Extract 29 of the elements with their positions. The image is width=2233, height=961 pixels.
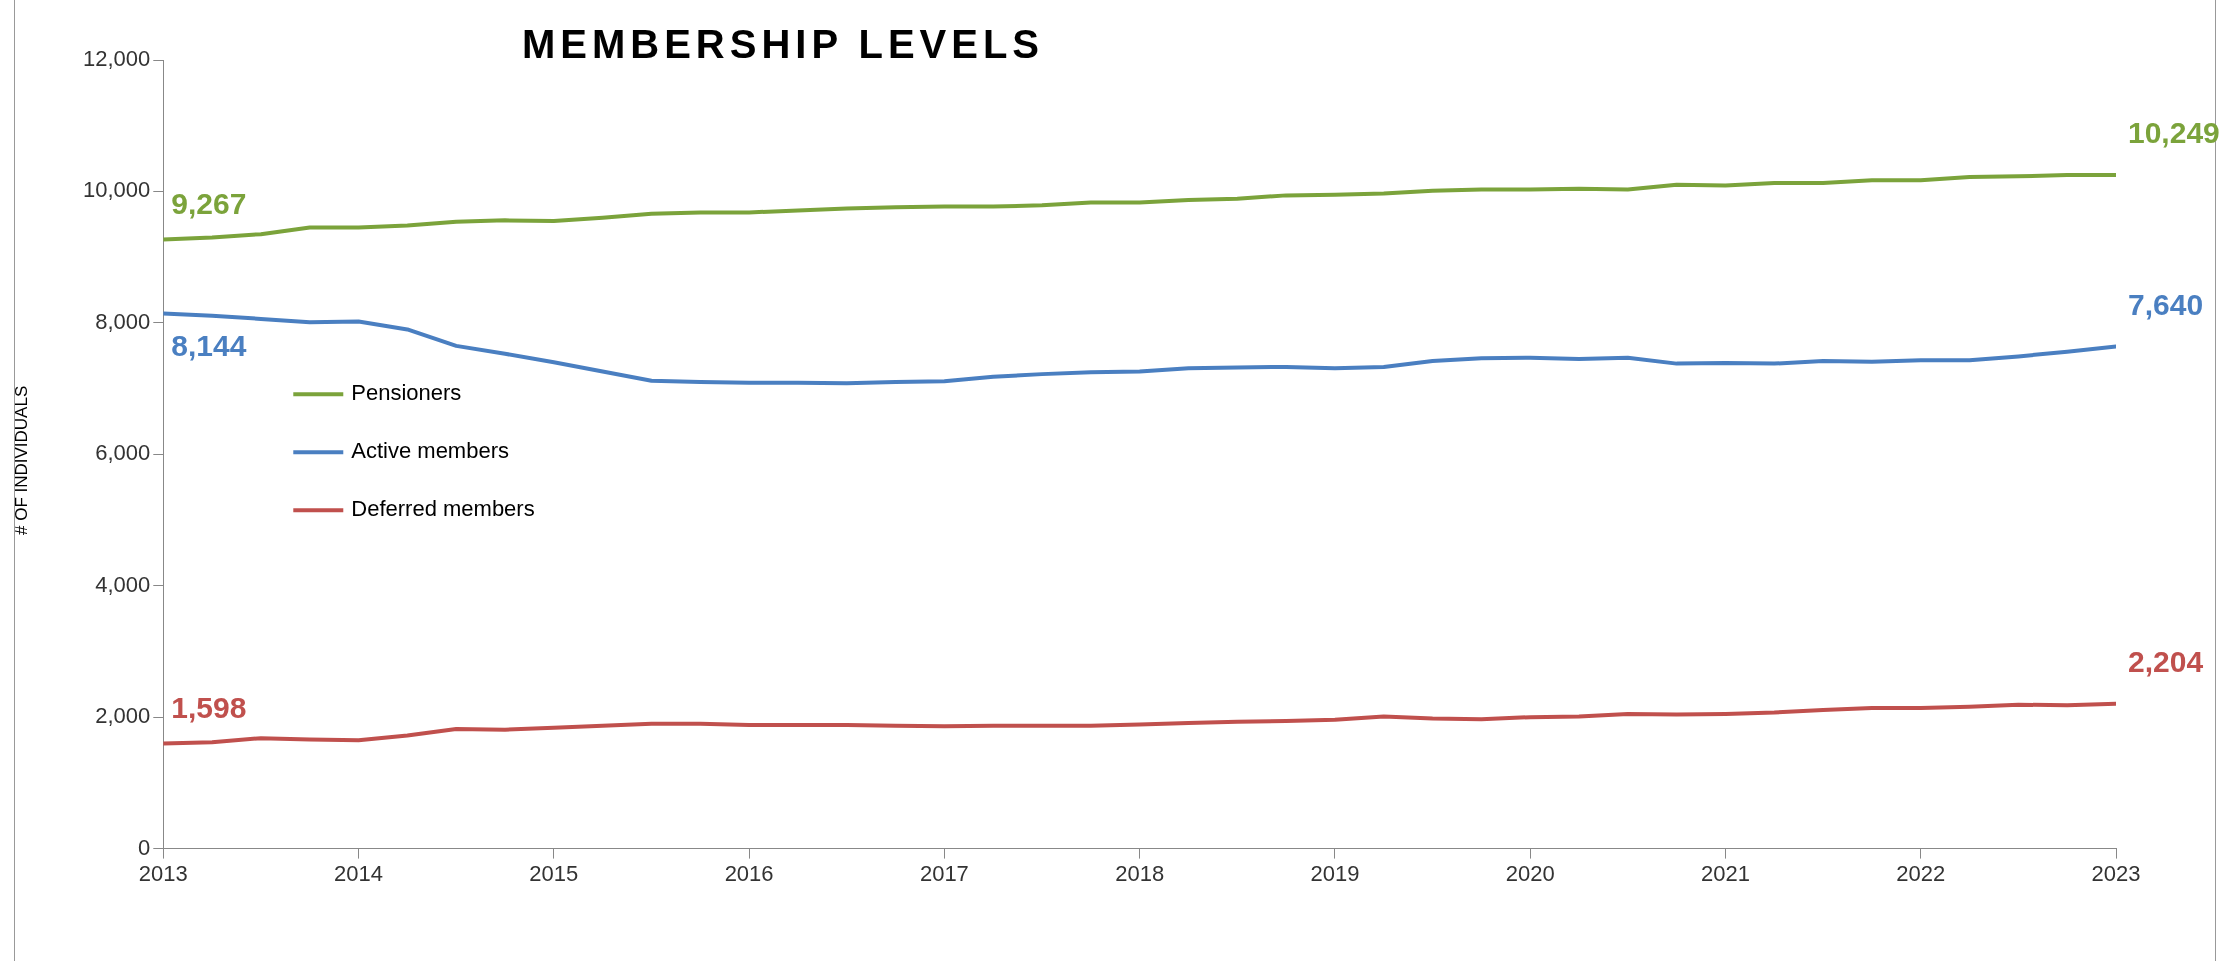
x-tick-label: 2015 — [529, 860, 579, 886]
x-tick-label: 2016 — [724, 860, 774, 886]
x-tick-label: 2017 — [919, 860, 969, 886]
y-tick-label: 10,000 — [82, 177, 151, 203]
data-label: 10,249 — [2128, 116, 2220, 150]
data-label: 2,204 — [2128, 645, 2204, 679]
data-label: 1,598 — [171, 690, 247, 724]
data-label: 7,640 — [2128, 287, 2204, 321]
data-label: 8,144 — [171, 328, 247, 362]
y-tick-label: 0 — [138, 834, 151, 860]
x-tick-label: 2020 — [1505, 860, 1555, 886]
x-tick-label: 2013 — [138, 860, 188, 886]
x-tick-label: 2018 — [1115, 860, 1165, 886]
x-tick-label: 2022 — [1896, 860, 1946, 886]
legend-label: Pensioners — [351, 380, 462, 406]
y-axis-title: # OF INDIVIDUALS — [12, 385, 32, 535]
x-tick-label: 2021 — [1700, 860, 1750, 886]
y-tick-label: 2,000 — [95, 703, 151, 729]
y-tick-label: 8,000 — [95, 308, 151, 334]
data-label: 9,267 — [171, 186, 247, 220]
x-tick-label: 2019 — [1310, 860, 1360, 886]
x-tick-label: 2023 — [2091, 860, 2141, 886]
chart-title: MEMBERSHIP LEVELS — [521, 22, 1045, 66]
y-tick-label: 4,000 — [95, 571, 151, 597]
legend-label: Active members — [351, 438, 510, 464]
y-tick-label: 6,000 — [95, 440, 151, 466]
legend-label: Deferred members — [351, 496, 535, 522]
x-tick-label: 2014 — [334, 860, 384, 886]
y-tick-label: 12,000 — [82, 46, 151, 72]
